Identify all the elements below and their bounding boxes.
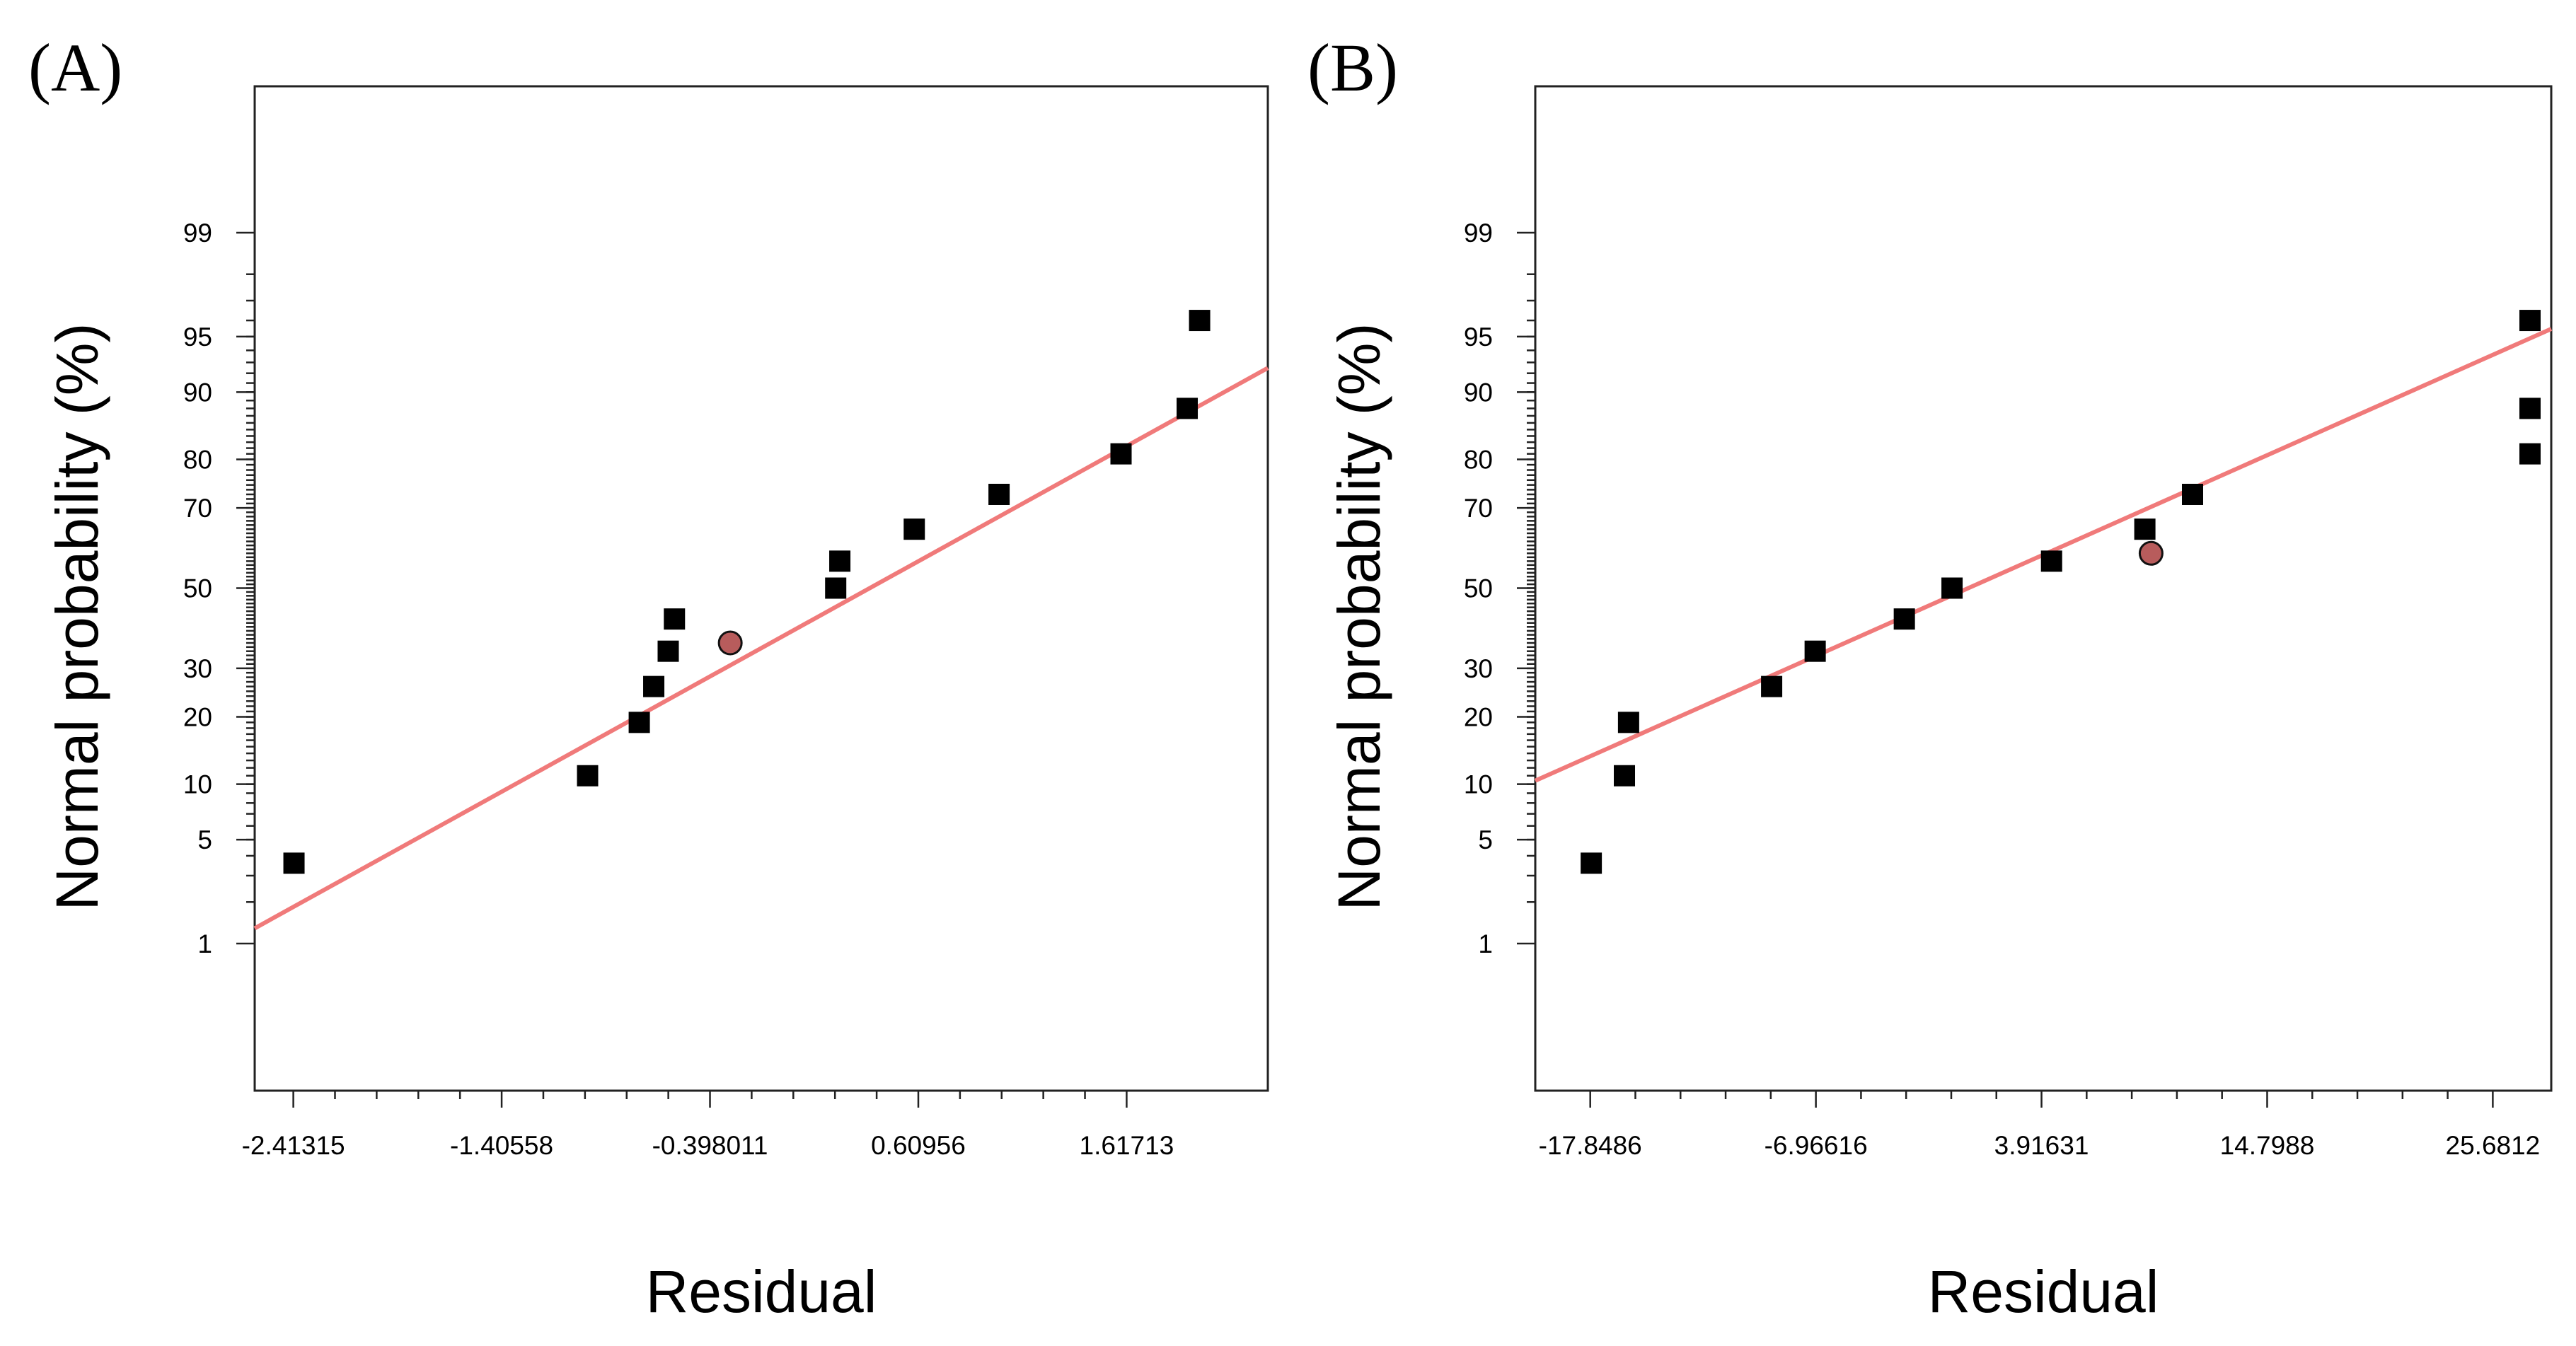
x-axis-title: Residual [646, 1258, 877, 1325]
y-axis-title: Normal probability (%) [1326, 323, 1392, 911]
y-tick-label: 50 [1464, 574, 1493, 603]
y-tick-label: 1 [1478, 929, 1493, 958]
y-axis-title: Normal probability (%) [44, 323, 110, 911]
data-point [2519, 310, 2541, 332]
y-tick-label: 20 [183, 702, 212, 731]
plot-frame [1534, 85, 2553, 1092]
data-point [1804, 640, 1826, 662]
y-tick-label: 99 [183, 219, 212, 248]
x-tick-label: 0.60956 [871, 1131, 966, 1160]
highlight-point [2138, 540, 2164, 566]
x-tick-label: -2.41315 [242, 1131, 345, 1160]
y-tick-label: 30 [183, 654, 212, 683]
data-point [643, 675, 665, 697]
data-point [1614, 765, 1636, 787]
data-point [657, 640, 679, 662]
y-tick-label: 10 [1464, 770, 1493, 799]
panel-label: (B) [1307, 30, 1398, 105]
x-tick-label: -1.40558 [450, 1131, 553, 1160]
fit-line [253, 366, 1269, 931]
data-point [628, 712, 650, 733]
panel-a: (A) 1 5 10 20 30 50 70 80 90 95 99 -2.41315 -1.40558 -… [28, 30, 1269, 1325]
y-tick-label: 10 [183, 770, 212, 799]
x-tick-label: 25.6812 [2446, 1131, 2541, 1160]
data-point [1581, 852, 1602, 874]
data-point [2519, 398, 2541, 419]
y-tick-label: 5 [197, 825, 212, 854]
plot-frame [253, 85, 1269, 1092]
y-tick-label: 70 [1464, 494, 1493, 523]
highlight-point [717, 630, 743, 656]
x-tick-label: -0.398011 [652, 1131, 768, 1160]
data-point [1110, 443, 1132, 465]
y-tick-label: 95 [183, 323, 212, 352]
data-point [1893, 608, 1915, 630]
panel-b: (B) 1 5 10 20 30 50 70 80 90 95 99 -17.8486 -6.96616 3… [1307, 30, 2553, 1325]
y-tick-label: 20 [1464, 702, 1493, 731]
data-point [988, 483, 1010, 505]
y-tick-label: 70 [183, 494, 212, 523]
data-point [577, 765, 599, 787]
y-tick-label: 80 [1464, 446, 1493, 475]
y-tick-label: 5 [1478, 825, 1493, 854]
panel-label: (A) [28, 30, 122, 105]
data-point [825, 577, 847, 599]
data-point [2040, 550, 2062, 572]
data-point [664, 608, 686, 630]
x-tick-label: 1.61713 [1080, 1131, 1174, 1160]
y-tick-label: 90 [183, 378, 212, 407]
y-tick-label: 50 [183, 574, 212, 603]
data-point [2182, 483, 2204, 505]
y-tick-label: 80 [183, 446, 212, 475]
y-tick-label: 30 [1464, 654, 1493, 683]
x-tick-label: 3.91631 [1994, 1131, 2089, 1160]
data-point [1941, 577, 1963, 599]
x-tick-label: -17.8486 [1539, 1131, 1642, 1160]
data-point [1177, 398, 1199, 419]
data-point [829, 550, 851, 572]
x-axis-title: Residual [1928, 1258, 2159, 1325]
x-tick-label: 14.7988 [2220, 1131, 2315, 1160]
data-point [2134, 518, 2156, 540]
data-point [1761, 675, 1783, 697]
data-point [283, 852, 305, 874]
data-point [1617, 712, 1639, 733]
y-tick-label: 90 [1464, 378, 1493, 407]
data-point [903, 518, 925, 540]
data-point [1189, 310, 1211, 332]
y-tick-label: 95 [1464, 323, 1493, 352]
y-tick-label: 1 [197, 929, 212, 958]
y-tick-label: 99 [1464, 219, 1493, 248]
x-tick-label: -6.96616 [1764, 1131, 1868, 1160]
data-point [2519, 443, 2541, 465]
